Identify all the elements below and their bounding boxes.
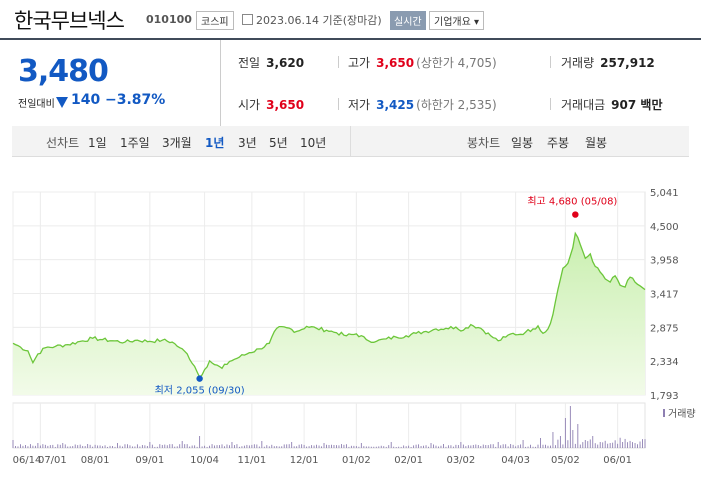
tab-1d[interactable]: 1일	[88, 136, 107, 150]
y-tick-label: 3,958	[650, 256, 679, 267]
high-cell: 고가 3,650 (상한가 4,705)	[348, 56, 497, 70]
tab-monthly[interactable]: 월봉	[585, 136, 608, 150]
realtime-button[interactable]: 실시간	[390, 11, 426, 30]
open-cell: 시가 3,650	[238, 98, 305, 112]
tab-5y[interactable]: 5년	[269, 136, 288, 150]
price-box: 3,480 전일대비 140 −3.87%	[12, 40, 221, 126]
volume-legend-swatch	[663, 409, 665, 417]
tab-daily[interactable]: 일봉	[511, 136, 534, 150]
x-tick-label: 05/02	[551, 455, 580, 466]
current-price: 3,480	[18, 54, 109, 89]
candle-chart-label: 봉차트	[467, 136, 501, 150]
x-tick-label: 01/02	[342, 455, 371, 466]
change-value: 140	[71, 92, 101, 108]
volume-legend-label: 거래량	[668, 408, 696, 420]
x-tick-label: 10/04	[190, 455, 219, 466]
stock-code: 010100	[146, 13, 192, 26]
x-tick-label: 02/01	[394, 455, 423, 466]
tab-1y[interactable]: 1년	[205, 136, 225, 150]
x-tick-label: 09/01	[135, 455, 164, 466]
company-overview-button[interactable]: 기업개요 ▾	[429, 11, 484, 30]
x-tick-label: 06/01	[603, 455, 632, 466]
header: 한국무브넥스 010100 코스피 2023.06.14 기준(장마감) 실시간…	[0, 0, 701, 40]
tab-3y[interactable]: 3년	[238, 136, 257, 150]
stock-title: 한국무브넥스	[14, 9, 125, 33]
date-text: 2023.06.14 기준(장마감)	[242, 12, 382, 28]
x-tick-label: 03/02	[446, 455, 475, 466]
y-tick-label: 1,793	[650, 391, 679, 402]
price-line	[12, 231, 646, 379]
tab-10y[interactable]: 10년	[300, 136, 327, 150]
max-label: 최고 4,680 (05/08)	[527, 196, 617, 208]
x-tick-label: 06/14	[13, 455, 42, 466]
amount-cell: 거래대금 907 백만	[561, 98, 663, 112]
prev-diff-label: 전일대비	[18, 99, 55, 110]
period-tabs: 선차트 1일 1주일 3개월 1년 3년 5년 10년 봉차트 일봉 주봉 월봉	[12, 126, 689, 157]
prev-close-cell: 전일 3,620	[238, 56, 305, 70]
max-point	[572, 211, 579, 218]
volume-frame	[12, 402, 646, 449]
y-tick-label: 2,334	[650, 357, 679, 368]
x-tick-label: 12/01	[290, 455, 319, 466]
min-label: 최저 2,055 (09/30)	[155, 385, 245, 397]
y-tick-label: 2,875	[650, 323, 679, 334]
tab-3m[interactable]: 3개월	[162, 136, 192, 150]
down-triangle-icon	[56, 97, 68, 108]
volume-cell: 거래량 257,912	[561, 56, 655, 70]
y-tick-label: 3,417	[650, 290, 679, 301]
tab-1w[interactable]: 1주일	[120, 136, 150, 150]
x-tick-label: 08/01	[81, 455, 110, 466]
y-tick-label: 5,041	[650, 188, 679, 199]
x-tick-label: 04/03	[501, 455, 530, 466]
low-cell: 저가 3,425 (하한가 2,535)	[348, 98, 497, 112]
min-point	[196, 375, 203, 382]
calendar-icon	[242, 14, 253, 25]
price-area	[13, 233, 645, 395]
x-tick-label: 11/01	[237, 455, 266, 466]
line-chart-label: 선차트	[46, 136, 80, 150]
y-tick-label: 4,500	[650, 222, 679, 233]
change-percent: −3.87%	[105, 92, 166, 108]
market-badge: 코스피	[196, 11, 234, 30]
x-tick-label: 07/01	[38, 455, 67, 466]
tab-weekly[interactable]: 주봉	[547, 136, 570, 150]
